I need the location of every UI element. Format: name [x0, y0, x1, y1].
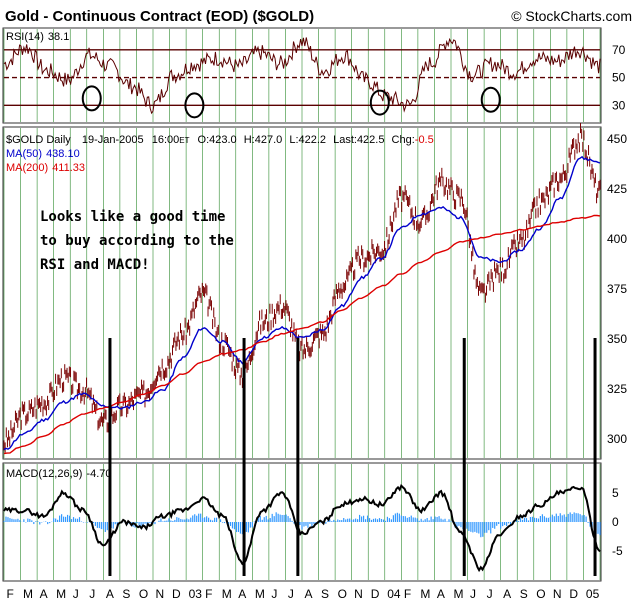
- rsi-value: 38.1: [48, 31, 69, 43]
- month-label: A: [238, 587, 246, 601]
- price-tick-label: 425: [607, 182, 627, 196]
- month-label: 04: [387, 587, 401, 601]
- price-tick-label: 325: [607, 382, 627, 396]
- rsi-circle-3: [369, 89, 390, 116]
- month-label: F: [205, 587, 212, 601]
- month-label: M: [222, 587, 232, 601]
- price-header: $GOLD Daily 19-Jan-2005 16:00ET O:423.0 …: [6, 134, 434, 146]
- month-label: D: [172, 587, 181, 601]
- price-timezone: ET: [179, 136, 189, 145]
- macd-histogram: [3, 512, 601, 538]
- ma200-legend: MA(200) 411.33: [6, 162, 85, 174]
- brand-label: © StockCharts.com: [511, 8, 632, 24]
- ma50-legend-name: MA(50): [6, 148, 42, 160]
- rsi-label: RSI(14) 38.1: [6, 31, 69, 43]
- month-label: 03: [189, 587, 203, 601]
- price-tick-label: 300: [607, 432, 627, 446]
- month-label: 05: [586, 587, 600, 601]
- chart-title: Gold - Continuous Contract (EOD) ($GOLD): [5, 8, 314, 25]
- month-label: O: [139, 587, 148, 601]
- month-label: A: [40, 587, 48, 601]
- month-label: F: [404, 587, 411, 601]
- price-last: Last:422.5: [333, 134, 384, 146]
- month-label: N: [155, 587, 164, 601]
- rsi-line: [3, 37, 601, 115]
- month-label: A: [503, 587, 511, 601]
- ma50-legend-value: 438.10: [46, 148, 80, 160]
- month-label: D: [569, 587, 578, 601]
- macd-value: -4.70: [86, 468, 111, 480]
- price-date: 19-Jan-2005: [82, 134, 144, 146]
- annotation-line-3: RSI and MACD!: [40, 257, 150, 273]
- month-label: J: [487, 587, 493, 601]
- price-tick-label: 375: [607, 282, 627, 296]
- month-label: M: [453, 587, 463, 601]
- rsi-circle-1: [81, 85, 102, 112]
- price-change-label: Chg:: [392, 134, 415, 146]
- macd-label: MACD(12,26,9) -4.70: [6, 468, 112, 480]
- rsi-circle-4: [480, 86, 501, 113]
- month-label: S: [122, 587, 130, 601]
- rsi-circle-2: [184, 92, 205, 119]
- ma200-legend-value: 411.33: [52, 162, 85, 174]
- price-change-value: -0.5: [415, 134, 434, 146]
- annotation-text: Looks like a good time to buy according …: [40, 209, 234, 273]
- ma50-line: [3, 155, 601, 451]
- ma50-legend: MA(50) 438.10: [6, 148, 80, 160]
- annotation-line-1: Looks like a good time: [40, 209, 225, 225]
- month-label: O: [536, 587, 545, 601]
- month-label: D: [371, 587, 380, 601]
- rsi-tick-label: 50: [612, 71, 626, 85]
- price-open: O:423.0: [198, 134, 237, 146]
- month-label: M: [56, 587, 66, 601]
- annotation-line-2: to buy according to the: [40, 233, 234, 249]
- month-label: M: [255, 587, 265, 601]
- rsi-layer: [3, 37, 601, 119]
- month-label: J: [89, 587, 95, 601]
- month-label: O: [338, 587, 347, 601]
- month-label: M: [23, 587, 33, 601]
- price-tick-label: 400: [607, 232, 627, 246]
- x-axis-months: F M A M J J A S O N D 03 F M A M J J A S O N D 04 F M A M J J A S O N D 05: [6, 587, 599, 601]
- month-label: N: [553, 587, 562, 601]
- macd-tick-label: 5: [612, 486, 619, 500]
- price-layer: [3, 123, 601, 455]
- month-label: J: [288, 587, 294, 601]
- macd-name: MACD(12,26,9): [6, 468, 82, 480]
- price-tick-label: 350: [607, 332, 627, 346]
- month-label: A: [106, 587, 114, 601]
- month-label: M: [420, 587, 430, 601]
- price-high: H:427.0: [244, 134, 283, 146]
- month-label: J: [470, 587, 476, 601]
- marker-layer: [108, 338, 597, 576]
- rsi-tick-label: 70: [612, 43, 626, 57]
- month-label: F: [6, 587, 13, 601]
- rsi-name: RSI(14): [6, 31, 44, 43]
- macd-tick-label: 0: [612, 515, 619, 529]
- price-symbol: $GOLD Daily: [6, 134, 71, 146]
- price-low: L:422.2: [289, 134, 326, 146]
- month-label: J: [73, 587, 79, 601]
- month-label: S: [321, 587, 329, 601]
- macd-tick-label: -5: [612, 544, 623, 558]
- month-label: A: [437, 587, 445, 601]
- macd-line: [3, 483, 601, 573]
- macd-layer: [3, 483, 601, 573]
- price-time: 16:00: [152, 134, 180, 146]
- ma200-line: [3, 214, 601, 455]
- price-tick-label: 450: [607, 132, 627, 146]
- month-label: J: [271, 587, 277, 601]
- ma200-legend-name: MA(200): [6, 162, 48, 174]
- price-bars: [3, 123, 601, 453]
- rsi-tick-label: 30: [612, 98, 626, 112]
- month-label: N: [354, 587, 363, 601]
- month-label: S: [520, 587, 528, 601]
- month-label: A: [304, 587, 312, 601]
